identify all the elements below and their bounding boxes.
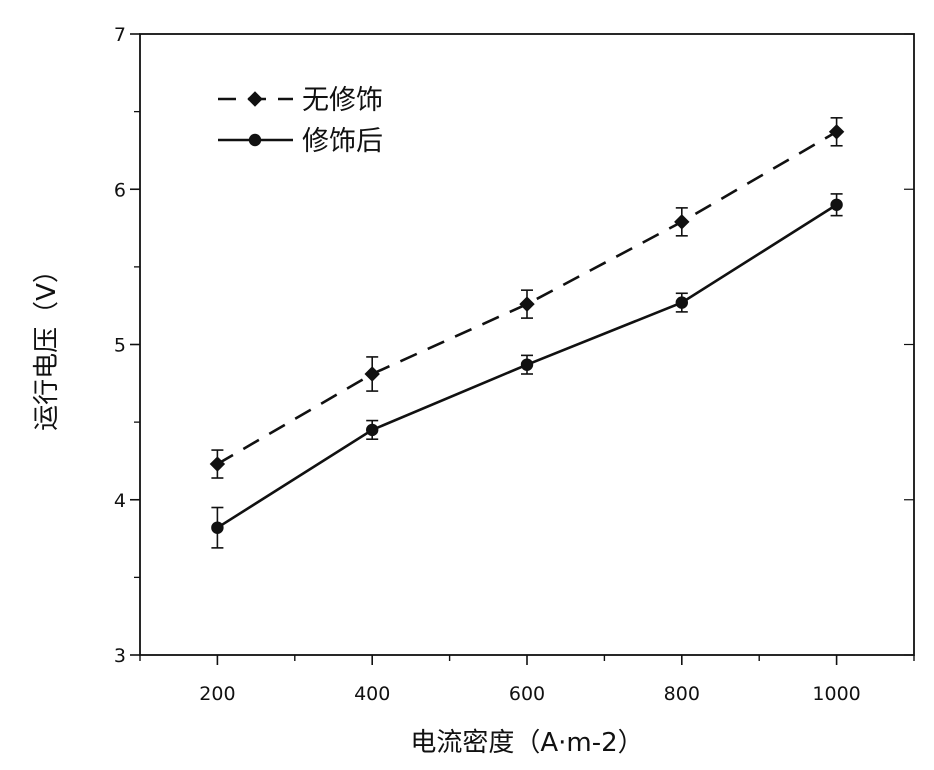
x-tick-label: 800 bbox=[664, 683, 700, 705]
legend-label: 无修饰 bbox=[302, 85, 383, 116]
y-axis-title: 运行电压（V） bbox=[32, 257, 62, 431]
x-tick-label: 400 bbox=[354, 683, 390, 705]
plot-frame bbox=[139, 33, 915, 656]
y-tick-label: 3 bbox=[114, 645, 126, 667]
data-point bbox=[519, 296, 535, 312]
legend-marker bbox=[247, 91, 263, 107]
data-point bbox=[828, 124, 845, 140]
legend-marker bbox=[248, 133, 262, 147]
data-point bbox=[675, 296, 688, 309]
series-2 bbox=[211, 193, 843, 549]
data-point bbox=[520, 358, 534, 371]
y-tick-label: 4 bbox=[114, 490, 126, 512]
series-1 bbox=[209, 117, 845, 479]
y-tick-label: 6 bbox=[114, 179, 126, 201]
x-axis: 200 400 600 800 1000 bbox=[139, 655, 915, 705]
data-point bbox=[209, 456, 226, 472]
data-point bbox=[830, 198, 843, 211]
y-tick-label: 5 bbox=[114, 335, 126, 357]
data-point bbox=[211, 521, 224, 534]
x-tick-label: 600 bbox=[509, 683, 545, 705]
series-line bbox=[216, 130, 838, 466]
data-point bbox=[674, 214, 690, 230]
data-point bbox=[364, 366, 380, 382]
legend-label: 修饰后 bbox=[302, 126, 383, 157]
series-layer bbox=[209, 117, 845, 549]
y-tick-label: 7 bbox=[114, 24, 126, 46]
legend-item-2: 修饰后 bbox=[218, 126, 383, 157]
data-point bbox=[366, 423, 379, 437]
y-axis: 3 4 5 6 7 bbox=[114, 24, 914, 667]
x-axis-title: 电流密度（A·m-2） bbox=[410, 728, 643, 758]
x-tick-label: 200 bbox=[199, 683, 235, 705]
x-tick-label: 1000 bbox=[812, 683, 860, 705]
legend-item-1: 无修饰 bbox=[218, 85, 383, 116]
